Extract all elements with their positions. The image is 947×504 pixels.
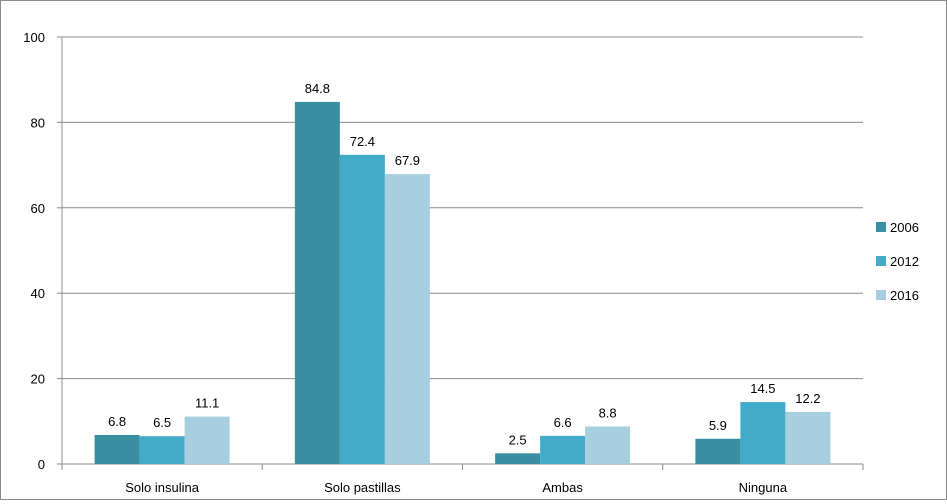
x-tick-label: Ambas (542, 480, 583, 495)
y-tick-label: 100 (23, 30, 45, 45)
y-tick-label: 80 (31, 115, 45, 130)
data-label: 67.9 (395, 153, 420, 168)
legend-label: 2016 (890, 288, 919, 303)
bar-2016 (585, 426, 630, 464)
axes: 0 20 40 60 80 100 Solo insulina Solo pastillas A… (23, 30, 863, 495)
bar-2016 (185, 417, 230, 464)
bar-2016 (785, 412, 830, 464)
bar-2012 (740, 402, 785, 464)
y-tick-label: 20 (31, 372, 45, 387)
data-labels: 6.8 6.5 11.1 84.8 72.4 67.9 2.5 6.6 8.8 5.9 14.5 12… (108, 81, 820, 447)
data-label: 6.8 (108, 414, 126, 429)
y-tick-label: 0 (38, 457, 45, 472)
y-tick-label: 60 (31, 201, 45, 216)
x-tick-label: Ninguna (739, 480, 788, 495)
bar-2012 (340, 155, 385, 464)
legend-label: 2012 (890, 254, 919, 269)
legend: 2006 2012 2016 (876, 220, 919, 303)
data-label: 12.2 (795, 391, 820, 406)
x-tick-label: Solo insulina (125, 480, 199, 495)
legend-label: 2006 (890, 220, 919, 235)
data-label: 6.5 (153, 415, 171, 430)
data-label: 72.4 (350, 134, 375, 149)
bar-2016 (385, 174, 430, 464)
data-label: 14.5 (750, 381, 775, 396)
bar-2006 (295, 102, 340, 464)
legend-swatch (876, 222, 886, 232)
y-tick-label: 40 (31, 286, 45, 301)
data-label: 5.9 (709, 418, 727, 433)
legend-swatch (876, 256, 886, 266)
data-label: 2.5 (509, 432, 527, 447)
bar-2012 (540, 436, 585, 464)
bar-2006 (495, 453, 540, 464)
bar-2006 (695, 439, 740, 464)
x-tick-label: Solo pastillas (324, 480, 401, 495)
bar-2006 (95, 435, 140, 464)
grid-lines (62, 37, 863, 379)
data-label: 8.8 (599, 405, 617, 420)
legend-swatch (876, 290, 886, 300)
data-label: 6.6 (554, 415, 572, 430)
bar-2012 (140, 436, 185, 464)
data-label: 84.8 (305, 81, 330, 96)
data-label: 11.1 (195, 396, 219, 411)
